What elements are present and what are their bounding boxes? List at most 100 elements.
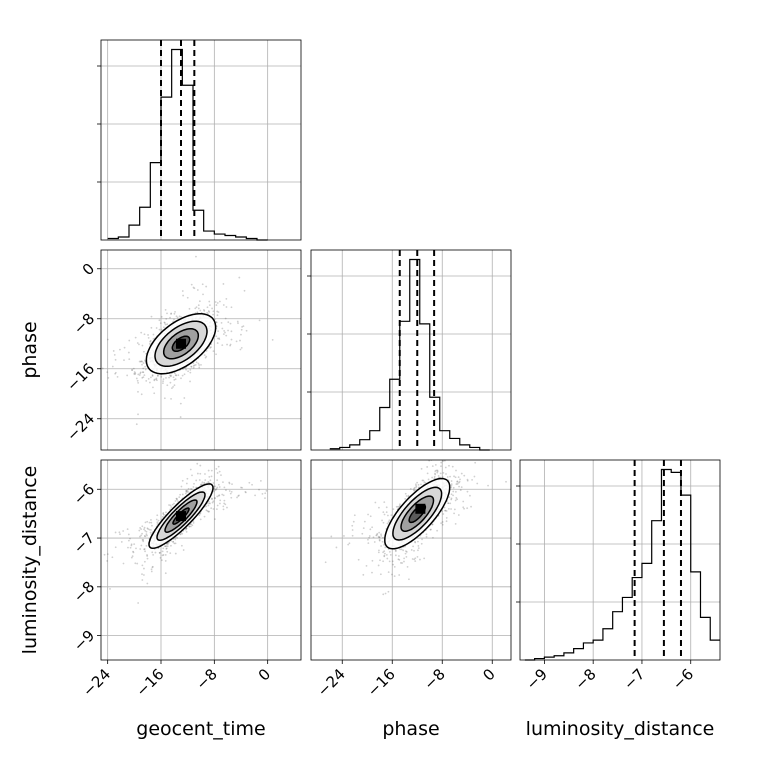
sample-point: [155, 518, 158, 521]
sample-point: [143, 560, 146, 563]
sample-point: [177, 500, 180, 503]
sample-point: [378, 539, 381, 542]
sample-point: [209, 346, 212, 349]
sample-point: [203, 310, 206, 312]
sample-point: [458, 485, 460, 488]
sample-point: [184, 528, 187, 531]
sample-point: [175, 497, 178, 500]
sample-point: [404, 497, 407, 500]
sample-point: [147, 334, 149, 336]
sample-point: [453, 508, 456, 511]
sample-point: [415, 486, 418, 488]
sample-point: [444, 509, 447, 512]
sample-point: [229, 344, 231, 347]
sample-point: [437, 453, 439, 455]
sample-point: [450, 498, 453, 501]
sample-point: [466, 490, 469, 493]
sample-point: [361, 532, 364, 535]
sample-point: [171, 503, 174, 506]
x-tick-label: 0: [255, 665, 274, 684]
sample-point: [441, 521, 444, 523]
sample-point: [195, 479, 198, 482]
sample-point: [441, 476, 444, 479]
sample-point: [208, 475, 211, 478]
sample-point: [226, 506, 228, 509]
sample-point: [197, 304, 200, 307]
sample-point: [413, 558, 416, 561]
sample-point: [463, 507, 465, 510]
sample-point: [212, 439, 214, 441]
sample-point: [150, 570, 153, 573]
sample-point: [420, 542, 423, 545]
sample-point: [130, 556, 133, 559]
sample-point: [156, 523, 159, 525]
sample-point: [225, 306, 228, 308]
sample-point: [155, 327, 158, 329]
sample-point: [221, 493, 224, 496]
sample-point: [434, 473, 437, 476]
sample-point: [181, 532, 184, 535]
sample-point: [163, 326, 165, 329]
sample-point: [138, 343, 140, 346]
sample-point: [142, 376, 145, 379]
panel-frame: [100, 459, 302, 661]
sample-point: [192, 521, 195, 524]
sample-point: [476, 482, 479, 485]
sample-point: [172, 385, 174, 388]
sample-point: [140, 528, 143, 530]
sample-point: [144, 365, 146, 368]
sample-point: [446, 476, 449, 478]
sample-point: [220, 474, 222, 477]
sample-point: [470, 505, 472, 508]
sample-point: [185, 530, 188, 533]
sample-point: [208, 311, 211, 313]
sample-point: [166, 323, 169, 326]
sample-point: [143, 374, 146, 377]
sample-point: [210, 475, 213, 478]
sample-point: [399, 548, 401, 551]
sample-point: [199, 518, 202, 521]
sample-point: [132, 367, 135, 370]
sample-point: [432, 536, 434, 539]
sample-point: [152, 337, 155, 340]
sample-point: [139, 548, 142, 550]
sample-point: [151, 551, 154, 554]
sample-point: [141, 371, 144, 374]
sample-point: [225, 298, 228, 300]
sample-point: [169, 374, 171, 377]
sample-point: [95, 358, 97, 360]
sample-point: [386, 557, 389, 560]
sample-point: [452, 490, 455, 493]
sample-point: [156, 374, 159, 377]
sample-point: [225, 334, 228, 337]
sample-point: [425, 535, 428, 538]
contour-line: [171, 335, 191, 352]
sample-point: [393, 565, 396, 568]
sample-point: [155, 377, 158, 380]
sample-point: [399, 562, 402, 564]
sample-point: [150, 521, 153, 524]
sample-point: [133, 371, 136, 373]
sample-point: [170, 397, 172, 400]
sample-point: [224, 317, 227, 320]
sample-point: [387, 514, 389, 517]
sample-point: [397, 505, 400, 508]
sample-point: [421, 538, 423, 541]
sample-point: [456, 480, 459, 483]
histogram-panel-geocent_time: [97, 39, 302, 241]
sample-point: [148, 521, 151, 524]
x-tick-label: −8: [571, 665, 599, 693]
sample-point: [217, 483, 220, 486]
sample-point: [217, 465, 220, 468]
sample-point: [192, 366, 195, 369]
sample-point: [383, 550, 386, 553]
sample-point: [164, 554, 167, 556]
sample-point: [216, 486, 219, 489]
sample-point: [414, 541, 417, 544]
sample-point: [152, 333, 155, 336]
sample-point: [343, 535, 345, 537]
sample-point: [146, 555, 149, 557]
sample-point: [455, 483, 458, 485]
sample-point: [426, 466, 429, 468]
sample-point: [448, 496, 451, 499]
